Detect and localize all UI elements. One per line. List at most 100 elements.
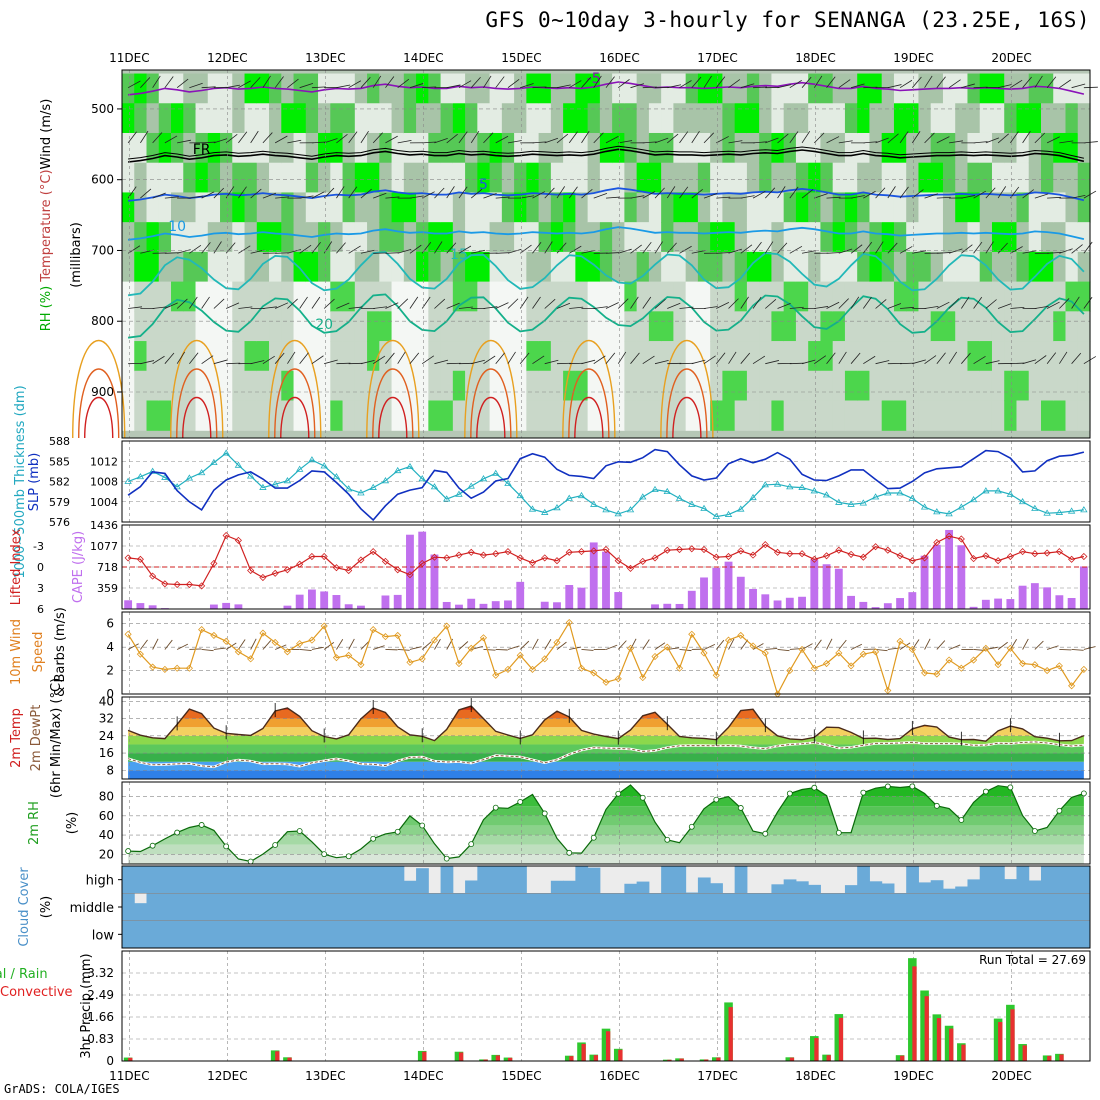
thickness-point (871, 493, 880, 500)
wind-barb (728, 248, 743, 254)
wind-barb (703, 75, 712, 88)
wind-barb (434, 241, 443, 254)
wind-barb-10m (1009, 639, 1018, 650)
wind-barb (997, 133, 1009, 144)
cloud-cover-cell (1028, 893, 1042, 921)
wind-barb-10m (667, 647, 680, 650)
cloud-cover-cell (391, 866, 405, 894)
wind-barb (152, 306, 167, 309)
humidity-cell (122, 281, 135, 312)
lifted-index-point (418, 559, 426, 568)
cloud-cover-cell (195, 866, 209, 894)
humidity-cell (465, 132, 478, 164)
humidity-cell (893, 103, 907, 134)
humidity-cell (942, 162, 956, 194)
humidity-cell (648, 370, 662, 402)
cloud-cover-cell (428, 920, 442, 948)
wind-speed-point (332, 654, 340, 662)
wind-barb (348, 245, 361, 254)
humidity-cell (759, 400, 773, 431)
wind-speed-point (479, 634, 488, 642)
lifted-index-point (320, 552, 328, 561)
cape-bar (332, 595, 341, 609)
cloud-cover-cell (820, 920, 834, 948)
cape-bar (724, 561, 733, 609)
humidity-cell (122, 341, 135, 372)
cape-bar (932, 544, 941, 609)
wind-barb (238, 80, 251, 89)
wind-barb (446, 242, 457, 254)
cape-bar (822, 564, 831, 609)
li-axis-label: Lifted Index (9, 528, 24, 605)
thickness-point (786, 483, 794, 490)
humidity-cell (955, 162, 969, 194)
cloud-cover-cell (269, 866, 282, 894)
humidity-cell (710, 311, 724, 342)
wind-barb (801, 130, 811, 144)
humidity-cell (661, 162, 674, 194)
rh-point (982, 788, 989, 795)
cape-bar (553, 602, 561, 609)
rh-tick-label: 40 (99, 828, 114, 842)
wind-barb (274, 352, 285, 364)
wind-barb-10m (421, 641, 432, 650)
humidity-cell (844, 341, 858, 372)
wind-axis-label-a: 10m Wind (9, 619, 24, 685)
slp-line (127, 448, 1085, 522)
humidity-cell (489, 162, 503, 194)
wind-barb-10m (752, 643, 764, 650)
wind-barb (213, 298, 225, 309)
precip-tick-label: 2.49 (87, 988, 114, 1002)
humidity-cell (403, 162, 417, 194)
wind-barb (801, 76, 812, 88)
wind-tick-label: 6 (106, 617, 114, 631)
humidity-cell (1077, 370, 1091, 402)
humidity-cell (893, 162, 907, 194)
humidity-cell (526, 192, 540, 223)
wind-barb (1022, 76, 1032, 88)
wind-barb (336, 186, 345, 199)
cloud-cover-cell (158, 920, 172, 948)
cloud-cover-cell (367, 920, 380, 948)
humidity-cell (379, 192, 393, 223)
humidity-cell (734, 341, 748, 372)
humidity-cell (869, 132, 883, 164)
humidity-cell (1053, 281, 1067, 312)
humidity-cell (122, 162, 135, 194)
humidity-cell (820, 132, 834, 164)
wind-barb (667, 133, 679, 144)
humidity-cell (232, 370, 246, 402)
humidity-cell (636, 103, 650, 134)
wind-barb (250, 77, 261, 88)
wind-barb (287, 78, 299, 89)
thickness-point (969, 495, 978, 503)
cape-bar (491, 601, 500, 609)
humidity-cell (501, 281, 515, 312)
lifted-index-point (234, 536, 242, 544)
cloud-cover-cell (1077, 920, 1091, 948)
precip-convective-bar (789, 1057, 795, 1061)
humidity-cell (612, 370, 625, 402)
humidity-cell (452, 251, 466, 283)
humidity-cell (477, 192, 491, 223)
humidity-cell (636, 192, 650, 223)
humidity-cell (563, 251, 576, 283)
wind-barb-10m (373, 645, 385, 650)
lifted-index-point (1019, 548, 1027, 556)
humidity-cell (979, 222, 993, 253)
humidity-cell (318, 73, 331, 104)
wind-barb (409, 83, 424, 89)
cape-bar (209, 604, 218, 609)
humidity-cell (930, 370, 944, 402)
cape-bar (1043, 587, 1052, 609)
wind-speed-point (1031, 661, 1039, 669)
thickness-point (541, 508, 549, 515)
cape-bar (785, 597, 794, 609)
humidity-cell (1065, 73, 1079, 104)
humidity-cell (808, 341, 822, 372)
cloud-cover-cell (391, 893, 405, 921)
humidity-cell (587, 222, 601, 253)
humidity-cell (587, 162, 601, 194)
